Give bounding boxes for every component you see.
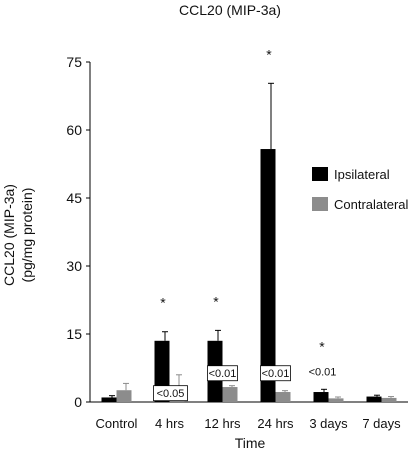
legend-swatch-ipsilateral (312, 167, 328, 181)
p-value-label: <0.01 (209, 368, 237, 380)
legend-label-contralateral: Contralateral (334, 197, 409, 212)
bar-ipsilateral (101, 397, 117, 402)
p-value-label: <0.01 (309, 367, 337, 379)
bar-contralateral (116, 390, 132, 402)
bar-ipsilateral (313, 392, 329, 402)
x-tick-label: Control (96, 416, 138, 431)
x-tick-label: 3 days (309, 416, 348, 431)
bar-ipsilateral (260, 149, 276, 402)
p-value-box (260, 365, 291, 382)
y-axis-label: CCL20 (MIP-3a) (pg/mg protein) (1, 184, 35, 286)
legend: Ipsilateral Contralateral (312, 167, 409, 212)
x-tick-label: 12 hrs (204, 416, 241, 431)
x-tick-label: 24 hrs (257, 416, 294, 431)
y-tick-label: 45 (66, 190, 82, 206)
legend-swatch-contralateral (312, 197, 328, 211)
significance-star: * (319, 338, 325, 354)
legend-label-ipsilateral: Ipsilateral (334, 167, 390, 182)
significance-star: * (213, 293, 219, 309)
p-value-box (207, 365, 238, 382)
chart-title: CCL20 (MIP-3a) (179, 2, 281, 18)
p-value-label: <0.05 (157, 388, 185, 400)
y-axis-label-line-1: CCL20 (MIP-3a) (1, 184, 17, 286)
bar-contralateral (328, 398, 344, 402)
x-tick-label: 4 hrs (155, 416, 184, 431)
p-value-label: <0.01 (262, 368, 290, 380)
plot-area: 0 15 30 45 60 75 Control 4 hrs * <0.05 12 hrs * <0.0… (66, 46, 408, 431)
p-value-box (153, 385, 188, 402)
y-tick-label: 75 (66, 54, 82, 70)
x-axis-label: Time (235, 435, 266, 451)
bar-contralateral (275, 392, 291, 402)
y-tick-label: 0 (74, 394, 82, 410)
y-axis-label-line-2: (pg/mg protein) (19, 188, 35, 283)
y-tick-label: 15 (66, 326, 82, 342)
bar-contralateral (381, 397, 397, 402)
y-tick-label: 30 (66, 258, 82, 274)
significance-star: * (266, 46, 272, 62)
x-tick-label: 7 days (362, 416, 401, 431)
significance-star: * (160, 295, 166, 311)
y-tick-label: 60 (66, 122, 82, 138)
bar-ipsilateral (366, 396, 382, 402)
bar-contralateral (222, 387, 238, 402)
